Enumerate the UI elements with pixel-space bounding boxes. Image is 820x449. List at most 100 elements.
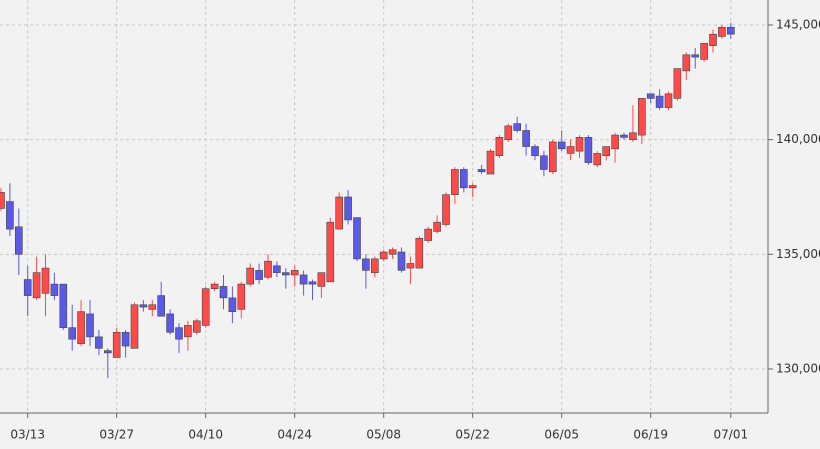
candle-body [718, 26, 726, 37]
candle-body [184, 325, 192, 338]
candle-body [629, 132, 637, 140]
candle-body [540, 155, 548, 170]
candle-body [237, 283, 246, 310]
candle-body [166, 313, 174, 333]
candle-body [157, 295, 165, 317]
candle-body [193, 320, 201, 333]
candle-body [281, 272, 290, 276]
candles [0, 22, 735, 379]
x-tick-label: 03/13 [10, 428, 45, 442]
x-tick-label: 07/01 [714, 428, 749, 442]
candle-body [370, 258, 379, 273]
candle-body [459, 169, 468, 189]
x-tick-label: 06/19 [633, 428, 668, 442]
candle-body [148, 304, 157, 310]
candle-body [637, 98, 646, 136]
candle-body [317, 272, 326, 287]
candle-body [255, 270, 263, 280]
candle-body [700, 43, 708, 60]
candle-body [290, 270, 299, 276]
x-tick-label: 04/10 [188, 428, 223, 442]
y-tick-label: 145,000 [776, 17, 820, 31]
candle-body [611, 134, 619, 150]
candle-body [566, 146, 575, 154]
candle-body [299, 274, 308, 285]
candle-body [593, 153, 602, 166]
candle-body [130, 304, 139, 349]
x-tick-label: 04/24 [277, 428, 312, 442]
candle-body [264, 260, 272, 278]
x-tick-label: 06/05 [544, 428, 579, 442]
candle-body [415, 237, 424, 269]
candle-body [201, 288, 210, 326]
candle-body [77, 311, 85, 345]
candle-body [406, 263, 415, 269]
y-tick-label: 130,000 [776, 361, 820, 375]
candle-body [23, 279, 32, 296]
candle-body [32, 272, 41, 299]
candle-body [442, 194, 450, 225]
candle-body [451, 169, 459, 195]
candle-body [362, 258, 370, 271]
candle-body [548, 141, 557, 173]
candle-body [682, 54, 691, 72]
candle-body [112, 331, 121, 358]
candle-body [504, 125, 513, 140]
candle-body [15, 226, 23, 255]
candle-body [664, 93, 673, 108]
x-tick-label: 05/22 [455, 428, 490, 442]
candle-body [424, 228, 433, 241]
y-tick-label: 135,000 [776, 247, 820, 261]
candle-body [95, 336, 103, 349]
candle-body [41, 267, 50, 294]
candle-body [433, 221, 441, 232]
candle-body [68, 327, 76, 340]
candle-body [175, 327, 183, 340]
x-tick-label: 05/08 [366, 428, 401, 442]
candle-body [219, 286, 228, 299]
candle-body [273, 265, 281, 273]
candle-body [709, 33, 717, 46]
candle-body [673, 68, 682, 99]
x-tick-label: 03/27 [99, 428, 134, 442]
candle-body [388, 249, 397, 255]
candle-body [121, 331, 130, 347]
candle-body [726, 26, 735, 35]
candle-body [379, 251, 388, 260]
candle-body [531, 146, 539, 157]
candle-body [50, 283, 59, 296]
candle-body [228, 297, 237, 312]
candle-body [86, 313, 94, 338]
candle-body [646, 93, 655, 99]
candle-body [584, 137, 593, 163]
candle-body [6, 201, 14, 230]
candle-body [655, 95, 664, 108]
candle-body [513, 123, 522, 131]
candle-body [557, 141, 566, 150]
candle-body [495, 137, 504, 157]
candle-body [602, 146, 611, 157]
candle-body [691, 54, 700, 58]
candle-body [468, 185, 477, 189]
candle-body [210, 283, 219, 290]
candle-body [308, 281, 317, 285]
candle-body [397, 251, 406, 271]
candle-body [246, 267, 254, 285]
candle-body [486, 150, 495, 175]
candle-body [59, 283, 68, 328]
candle-body [353, 217, 361, 260]
candle-body [477, 169, 486, 173]
candle-body [344, 196, 352, 221]
candle-body [620, 134, 628, 138]
candle-body [335, 196, 344, 230]
candle-body [139, 304, 148, 308]
candle-body [104, 350, 112, 354]
candle-body [575, 137, 584, 152]
y-tick-label: 140,000 [776, 132, 820, 146]
candle-body [522, 130, 530, 147]
candle-body [0, 192, 5, 209]
